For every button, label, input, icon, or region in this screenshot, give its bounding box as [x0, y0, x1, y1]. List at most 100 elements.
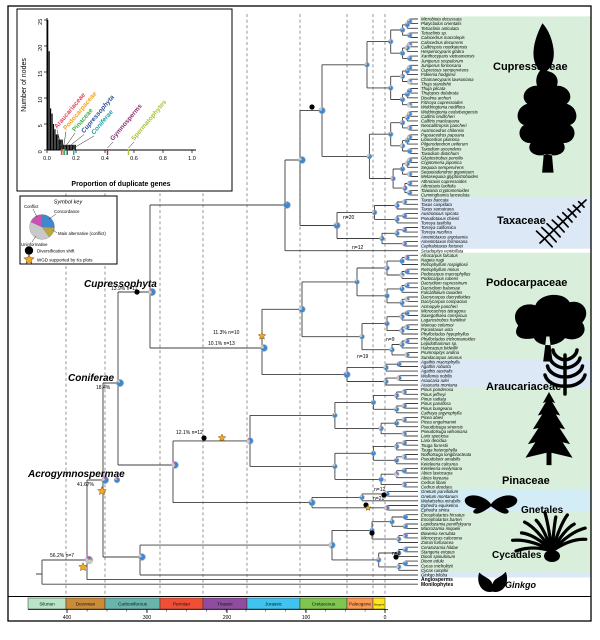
pie-slice	[408, 42, 410, 45]
pie-slice	[355, 280, 357, 282]
pie-slice	[402, 188, 405, 189]
pie-slice	[403, 431, 407, 436]
taxon-label: Fitzroya cupressoides	[421, 100, 464, 105]
pie-slice	[405, 92, 408, 95]
taxon-label: Agathis robusta	[420, 364, 451, 369]
marker-tick-gymnosperms	[106, 149, 109, 155]
pie-slice	[173, 461, 179, 469]
pie-slice	[407, 158, 412, 163]
pie-slice	[403, 525, 406, 527]
pie-slice	[405, 327, 407, 329]
pie-slice	[380, 236, 382, 239]
taxon-label: Libocedrus plumosa	[421, 137, 460, 142]
pie-slice	[310, 499, 312, 503]
taxon-label: Taxodium ascendens	[421, 146, 462, 151]
pie-slice	[403, 547, 406, 550]
pie-slice	[402, 419, 405, 422]
pie-slice	[402, 272, 405, 276]
pie-slice	[397, 564, 401, 570]
pie-slice	[171, 462, 175, 468]
pie-slice	[396, 550, 399, 553]
pie-slice	[407, 34, 410, 36]
pie-slice	[333, 222, 340, 229]
pie-slice	[402, 213, 407, 219]
pie-slice	[389, 132, 391, 135]
pie-slice	[394, 217, 397, 220]
pie-slice	[405, 139, 408, 141]
pie-slice	[298, 306, 302, 311]
pie-slice	[405, 338, 407, 341]
taxon-label: Pseudotaxus chienii	[421, 216, 460, 221]
pie-slice	[399, 342, 402, 345]
pie-slice	[402, 432, 405, 436]
taxon-label: Juniperus scopulorum	[420, 58, 463, 63]
pie-slice	[332, 465, 335, 467]
node-annotation: n=12	[352, 245, 363, 251]
time-axis-tick-label: 100	[302, 615, 311, 621]
marker-tick-coniferae	[73, 149, 75, 155]
pie-slice	[403, 535, 406, 538]
taxon-label: Austrotaxus spicata	[420, 211, 459, 216]
pie-slice	[370, 528, 372, 531]
taxon-label: Calocedrus macrolepis	[421, 35, 466, 40]
pie-slice	[396, 537, 399, 540]
pie-slice	[376, 557, 381, 563]
pie-slice	[376, 558, 379, 560]
pie-slice	[396, 550, 401, 556]
pie-slice	[298, 157, 302, 161]
pie-slice	[399, 315, 402, 319]
taxon-label: Xanthocyparis vietnamensis	[420, 54, 475, 59]
pie-slice	[407, 20, 410, 22]
pie-slice	[346, 371, 347, 375]
pie-slice	[397, 536, 401, 542]
taxon-label: Dacrydium cupressinum	[421, 281, 468, 286]
taxon-label: Keteleeria calcarea	[421, 461, 458, 466]
pie-slice	[404, 283, 407, 286]
clade-label: Acrogymnospermae	[27, 469, 125, 480]
pie-slice	[405, 311, 407, 314]
marker-pointer-line	[56, 129, 62, 149]
pie-slice	[404, 514, 406, 518]
pie-slice	[405, 68, 408, 72]
pie-slice	[378, 426, 382, 430]
marker-pointer-line	[107, 141, 114, 149]
pie-slice	[405, 324, 410, 330]
inset-y-axis-title: Number of nodes	[21, 58, 28, 112]
legend-pie-slice	[29, 221, 50, 240]
pie-slice	[400, 166, 405, 172]
pie-slice	[386, 293, 387, 296]
legend-pointer	[31, 235, 37, 243]
period-label: Jurassic	[265, 602, 283, 607]
period-block	[372, 597, 386, 610]
pie-slice	[403, 524, 406, 527]
taxon-label: Pinus ponderosa	[421, 387, 454, 392]
taxon-label: Araucaria montana	[420, 383, 458, 388]
pie-slice	[400, 330, 402, 333]
pie-slice	[408, 181, 410, 184]
period-label: Silurian	[39, 602, 55, 607]
taxon-label: Stangeria eriopus	[421, 549, 456, 554]
pie-slice	[396, 203, 397, 206]
pie-slice	[402, 482, 405, 487]
pie-slice	[389, 347, 395, 352]
time-axis-tick-label: 400	[63, 615, 72, 621]
sprig-needle	[535, 230, 546, 240]
pie-slice	[406, 352, 407, 355]
pie-slice	[402, 243, 405, 246]
pie-slice	[286, 201, 287, 205]
family-label-podocarpaceae: Podocarpaceae	[486, 277, 567, 289]
time-axis-tick-label: 0	[384, 615, 387, 621]
pie-slice	[394, 421, 399, 426]
legend-wgd-label: WGD supported by Ks plots	[37, 258, 93, 263]
taxon-label: Metasequoia glyptostroboides	[421, 174, 479, 179]
pie-slice	[395, 393, 397, 396]
pie-slice	[379, 236, 385, 241]
wgd-star	[257, 331, 267, 340]
pie-slice	[319, 109, 322, 111]
pie-slice	[402, 405, 405, 408]
pie-slice	[400, 27, 405, 33]
pie-slice	[333, 413, 335, 416]
node-annotation: n=8	[392, 551, 401, 557]
legend-pie-slice	[30, 214, 43, 228]
